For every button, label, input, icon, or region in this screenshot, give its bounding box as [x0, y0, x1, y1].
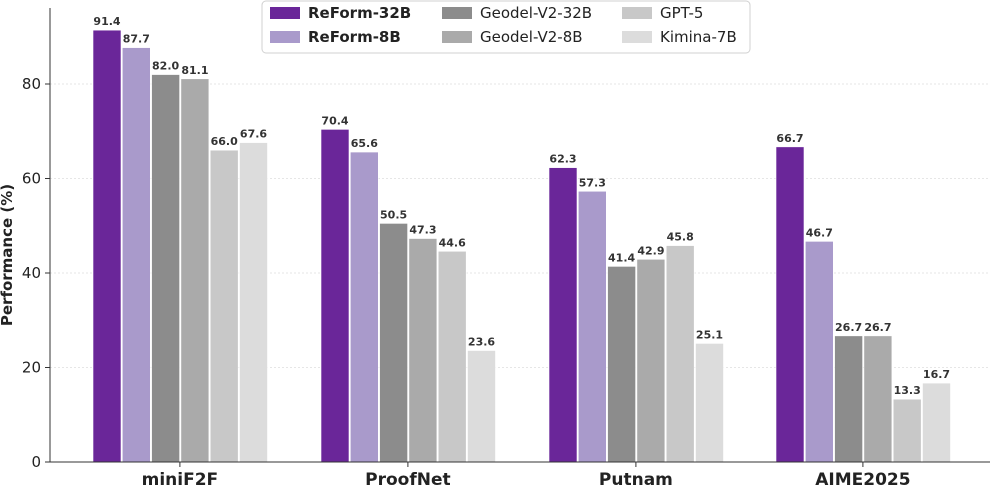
- data-label: 42.9: [637, 244, 664, 257]
- data-label: 87.7: [123, 33, 150, 46]
- legend-swatch: [270, 31, 300, 43]
- data-label: 26.7: [864, 321, 891, 334]
- legend: ReForm-32B ReForm-8B Geodel-V2-32B Geodel-V…: [261, 0, 751, 54]
- data-label: 66.7: [776, 132, 803, 145]
- bar-reform-8b-putnam: [577, 190, 607, 463]
- data-label: 81.1: [181, 64, 208, 77]
- data-label: 23.6: [468, 335, 495, 348]
- data-label: 91.4: [93, 15, 120, 28]
- y-tick-label: 0: [31, 453, 41, 471]
- data-label: 44.6: [439, 236, 466, 249]
- legend-label: Geodel-V2-32B: [480, 4, 592, 22]
- legend-label: Geodel-V2-8B: [480, 28, 583, 46]
- data-label: 46.7: [806, 226, 833, 239]
- bar-kimina-7b-proofnet: [467, 350, 496, 463]
- y-tick-label: 40: [22, 264, 41, 282]
- value-labels: 91.487.7 82.0 81.1 66.067.6 70.465.6 50.547.3…: [93, 15, 950, 397]
- axes: 0 20 40 60 80 Performance (%) miniF2F ProofNet P…: [0, 8, 990, 487]
- bar-gpt-5-putnam: [665, 245, 695, 463]
- data-label: 16.7: [923, 368, 950, 381]
- bar-reform-32b-putnam: [548, 167, 578, 463]
- data-label: 26.7: [835, 321, 862, 334]
- bar-reform-32b-minif2f: [92, 29, 122, 463]
- bar-geodel-v2-8b-putnam: [636, 258, 666, 463]
- y-tick-label: 60: [22, 170, 41, 188]
- data-label: 45.8: [667, 231, 694, 244]
- legend-swatch: [622, 31, 652, 43]
- legend-swatch: [622, 7, 652, 19]
- legend-swatch: [270, 7, 300, 19]
- x-tick-label: AIME2025: [815, 470, 910, 487]
- bar-gpt-5-proofnet: [437, 250, 467, 463]
- data-label: 57.3: [579, 176, 606, 189]
- data-label: 62.3: [549, 153, 576, 166]
- bars: [92, 29, 951, 463]
- data-label: 67.6: [240, 128, 267, 141]
- data-label: 50.5: [380, 208, 407, 221]
- bar-geodel-v2-32b-proofnet: [379, 223, 408, 463]
- data-label: 66.0: [211, 135, 238, 148]
- bar-reform-8b-minif2f: [122, 47, 151, 463]
- x-tick-label: miniF2F: [142, 470, 219, 487]
- legend-label: Kimina-7B: [660, 28, 737, 46]
- data-label: 65.6: [351, 137, 378, 150]
- y-tick-label: 80: [22, 75, 41, 93]
- x-tick-label: ProofNet: [365, 470, 450, 487]
- bar-reform-8b-aime2025: [804, 241, 834, 463]
- bar-gpt-5-minif2f: [209, 149, 239, 463]
- legend-swatch: [442, 31, 472, 43]
- y-axis-label: Performance (%): [0, 184, 16, 326]
- bar-geodel-v2-8b-minif2f: [180, 78, 210, 463]
- bar-kimina-7b-aime2025: [922, 382, 951, 463]
- bar-reform-8b-proofnet: [349, 151, 379, 463]
- bar-geodel-v2-32b-aime2025: [834, 335, 863, 463]
- data-label: 47.3: [409, 224, 436, 237]
- legend-label: ReForm-32B: [308, 4, 411, 22]
- legend-label: GPT-5: [660, 4, 703, 22]
- bar-geodel-v2-32b-minif2f: [151, 74, 180, 463]
- data-label: 70.4: [321, 114, 348, 127]
- bar-geodel-v2-8b-aime2025: [863, 335, 893, 463]
- data-label: 25.1: [696, 328, 723, 341]
- x-tick-label: Putnam: [599, 470, 673, 487]
- legend-label: ReForm-8B: [308, 28, 401, 46]
- bar-reform-32b-proofnet: [320, 129, 350, 463]
- bar-reform-32b-aime2025: [775, 146, 805, 463]
- bar-geodel-v2-32b-putnam: [607, 266, 636, 463]
- bar-kimina-7b-minif2f: [239, 142, 268, 463]
- y-tick-label: 20: [22, 359, 41, 377]
- bar-geodel-v2-8b-proofnet: [408, 238, 438, 463]
- legend-swatch: [442, 7, 472, 19]
- data-label: 82.0: [152, 60, 179, 73]
- data-label: 13.3: [894, 384, 921, 397]
- bar-gpt-5-aime2025: [892, 398, 922, 463]
- data-label: 41.4: [608, 251, 635, 264]
- bar-kimina-7b-putnam: [695, 343, 724, 463]
